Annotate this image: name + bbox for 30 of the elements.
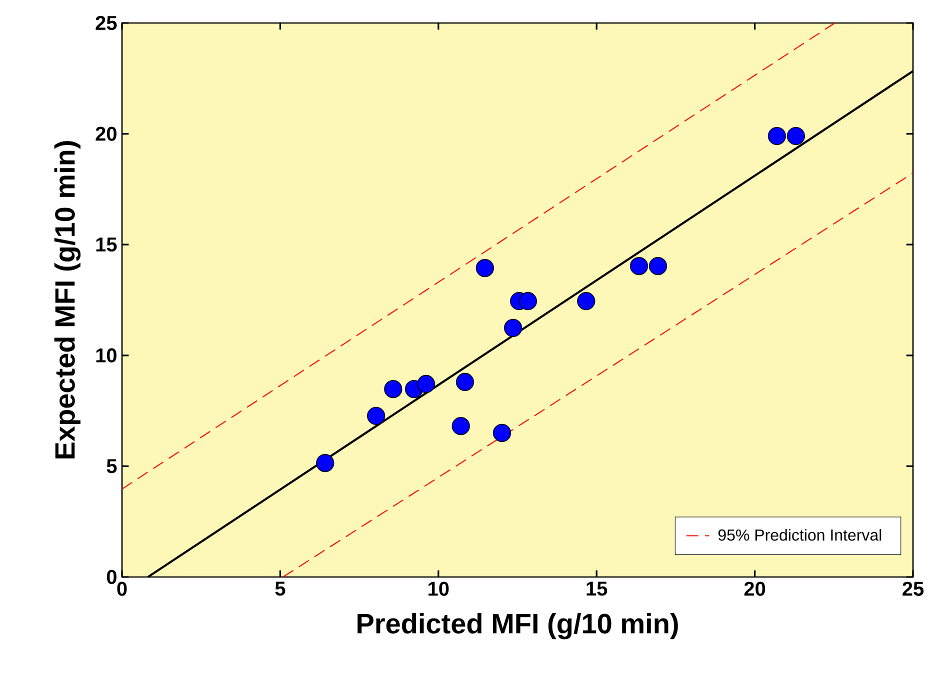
- x-tick-label: 25: [902, 582, 924, 596]
- point: [316, 454, 334, 472]
- y-tick-label: 5: [106, 459, 117, 474]
- x-axis-title: Predicted MFI (g/10 min): [358, 613, 678, 640]
- x-tick-label: 10: [428, 582, 449, 596]
- y-axis-title: Expected MFI (g/10 min): [54, 141, 81, 458]
- point: [416, 374, 436, 394]
- point: [577, 292, 596, 310]
- point: [518, 292, 538, 310]
- point: [768, 126, 786, 146]
- y-tick-label: 10: [96, 348, 116, 362]
- x-tick-label: 0: [117, 582, 127, 596]
- x-tick-label: 20: [744, 582, 766, 596]
- x-tick-label: 5: [275, 582, 286, 596]
- y-tick-label: 25: [96, 16, 117, 30]
- y-tick-label: 0: [106, 570, 116, 584]
- point: [367, 406, 386, 425]
- point: [452, 417, 470, 436]
- y-tick-label: 15: [96, 238, 117, 252]
- point: [504, 318, 522, 337]
- point: [786, 126, 805, 146]
- point: [648, 257, 668, 276]
- point: [492, 424, 512, 442]
- point: [630, 257, 648, 276]
- point: [456, 372, 474, 392]
- point: [384, 380, 402, 398]
- x-tick-label: 15: [586, 582, 608, 596]
- point: [476, 259, 494, 278]
- y-tick-label: 20: [96, 126, 116, 141]
- legend-label: 95% Prediction Interval: [718, 528, 882, 541]
